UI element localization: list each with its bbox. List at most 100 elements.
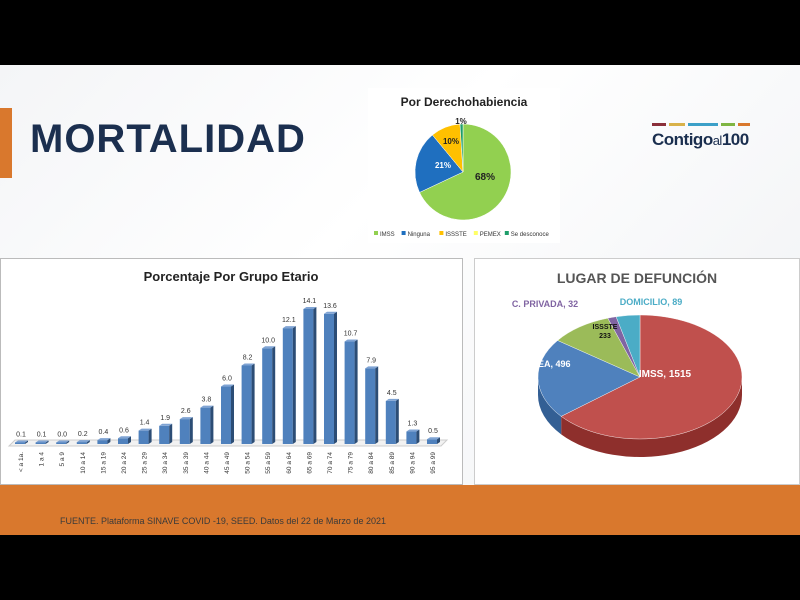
bar-top — [56, 440, 70, 443]
x-tick-label: 80 a 84 — [368, 452, 375, 474]
bar-top — [76, 440, 90, 443]
bar — [159, 425, 170, 444]
logo-bar — [669, 123, 685, 126]
bar — [35, 442, 46, 444]
logo-number: 100 — [721, 130, 749, 149]
bar-side — [189, 417, 193, 444]
grupo-etario-chart: Porcentaje Por Grupo Etario 0.1 < a 1a. 0.1… — [0, 258, 463, 485]
legend-swatch — [473, 231, 478, 235]
bar-top — [159, 423, 173, 426]
bar-side — [66, 440, 70, 444]
bar-value-label: 0.2 — [78, 431, 88, 438]
bar — [97, 440, 108, 444]
bar-side — [86, 440, 90, 444]
bar-top — [138, 428, 152, 431]
legend-label: PEMEX — [480, 232, 501, 238]
x-tick-label: 20 a 24 — [121, 452, 128, 474]
pie-slice — [414, 134, 464, 193]
bar-top — [427, 437, 440, 440]
bar-top — [385, 398, 399, 401]
bar — [427, 439, 437, 444]
bar-value-label: 1.4 — [140, 420, 150, 427]
bar-side — [334, 311, 337, 444]
bar-top — [241, 363, 255, 366]
title-accent-bar — [0, 108, 12, 178]
logo-bar — [688, 123, 718, 126]
chart-title: Porcentaje Por Grupo Etario — [144, 269, 319, 284]
bar-side — [169, 423, 173, 444]
x-tick-label: 10 a 14 — [80, 452, 87, 474]
grupo-etario-bar-chart: Porcentaje Por Grupo Etario 0.1 < a 1a. 0.1… — [7, 269, 449, 474]
derechohabiencia-chart: Por Derechohabiencia 68% 21% 10% 1% IMSS Ningu… — [368, 88, 560, 243]
slice-value: 233 — [599, 333, 611, 340]
bar-top — [200, 405, 214, 408]
bar-value-label: 1.9 — [160, 415, 170, 422]
slice-label: ISSSTE — [593, 324, 618, 331]
bar-value-label: 2.6 — [181, 408, 191, 415]
bar-side — [251, 363, 255, 444]
pie-side — [561, 377, 742, 457]
bar — [118, 438, 128, 444]
bar — [282, 328, 293, 444]
x-tick-label: 55 a 59 — [265, 452, 272, 474]
bar-top — [97, 438, 111, 441]
pie-slice — [419, 123, 512, 221]
bar-side — [354, 339, 358, 444]
chart-title: Por Derechohabiencia — [401, 95, 528, 109]
pie-slice — [560, 314, 743, 440]
bar — [385, 400, 396, 444]
bar-value-label: 1.3 — [408, 421, 418, 428]
bar-top — [406, 429, 420, 432]
bar-top — [15, 440, 28, 443]
chart-title: LUGAR DE DEFUNCIÓN — [557, 269, 717, 286]
bar-top — [324, 311, 337, 314]
legend-label: Ninguna — [408, 232, 431, 238]
bar-top — [365, 366, 379, 369]
logo-bar — [738, 123, 750, 126]
bar-value-label: 8.2 — [243, 354, 253, 361]
x-tick-label: 35 a 39 — [183, 452, 190, 474]
bar-value-label: 3.8 — [202, 397, 212, 404]
lugar-defuncion-pie: LUGAR DE DEFUNCIÓN IMSS, 1515 ISSEA, 496 IS… — [512, 269, 743, 457]
source-text: FUENTE. Plataforma SINAVE COVID -19, SEE… — [60, 516, 386, 526]
x-tick-label: 15 a 19 — [100, 452, 107, 474]
x-tick-label: 65 a 69 — [306, 452, 313, 474]
slice-label: ISSEA, 496 — [523, 359, 570, 369]
bar-value-label: 4.5 — [387, 390, 397, 397]
bar-side — [107, 438, 111, 444]
slice-label: C. PRIVADA, 32 — [512, 299, 578, 309]
logo-text: Contigo — [652, 130, 713, 149]
bar — [324, 313, 334, 444]
bar — [138, 430, 149, 444]
logo-bar — [721, 123, 735, 126]
bar — [365, 368, 376, 444]
x-tick-label: 45 a 49 — [224, 452, 231, 474]
bar-side — [45, 440, 49, 444]
slice-label: 68% — [475, 172, 495, 183]
pie-slice — [459, 123, 464, 173]
x-tick-label: 90 a 94 — [409, 452, 416, 474]
legend-swatch — [439, 231, 444, 235]
lugar-defuncion-chart: LUGAR DE DEFUNCIÓN IMSS, 1515 ISSEA, 496 IS… — [474, 258, 800, 485]
bar — [221, 386, 231, 444]
pie-side — [538, 377, 562, 435]
bar-value-label: 0.1 — [16, 432, 26, 439]
legend-swatch — [401, 231, 406, 235]
legend-label: IMSS — [380, 232, 395, 238]
slice-label: IMSS, 1515 — [639, 369, 692, 380]
bar-value-label: 0.1 — [37, 432, 47, 439]
bar — [241, 365, 252, 444]
slice-label: DOMICILIO, 89 — [620, 297, 683, 307]
footer-bar: FUENTE. Plataforma SINAVE COVID -19, SEE… — [0, 485, 800, 535]
bar-top — [282, 326, 296, 329]
x-tick-label: 60 a 64 — [286, 452, 293, 474]
bar-value-label: 10.7 — [344, 331, 358, 338]
logo-color-bars — [652, 123, 757, 126]
bar — [262, 348, 273, 444]
bar — [15, 442, 25, 444]
page-title: MORTALIDAD — [30, 117, 306, 161]
bar — [200, 407, 211, 444]
legend-label: ISSSTE — [445, 232, 466, 238]
x-tick-label: 50 a 54 — [245, 452, 252, 474]
bar-value-label: 14.1 — [303, 298, 317, 305]
